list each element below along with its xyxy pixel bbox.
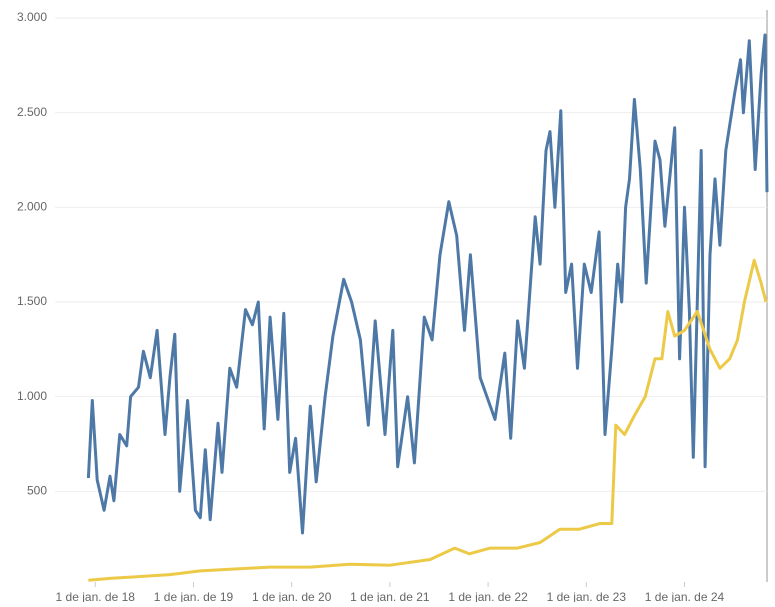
y-tick-label: 1.500 <box>17 294 47 308</box>
line-series <box>88 258 768 582</box>
y-tick-label: 500 <box>27 484 47 498</box>
x-tick-label: 1 de jan. de 24 <box>645 590 725 602</box>
x-tick-label: 1 de jan. de 23 <box>547 590 627 602</box>
x-tick-label: 1 de jan. de 21 <box>350 590 430 602</box>
y-tick-label: 2.000 <box>17 200 47 214</box>
x-tick-label: 1 de jan. de 19 <box>154 590 234 602</box>
line-series <box>86 33 769 535</box>
y-tick-label: 1.000 <box>17 389 47 403</box>
y-tick-label: 2.500 <box>17 105 47 119</box>
x-tick-label: 1 de jan. de 18 <box>56 590 136 602</box>
x-tick-label: 1 de jan. de 22 <box>448 590 528 602</box>
y-tick-label: 3.000 <box>17 10 47 24</box>
x-tick-label: 1 de jan. de 20 <box>252 590 332 602</box>
